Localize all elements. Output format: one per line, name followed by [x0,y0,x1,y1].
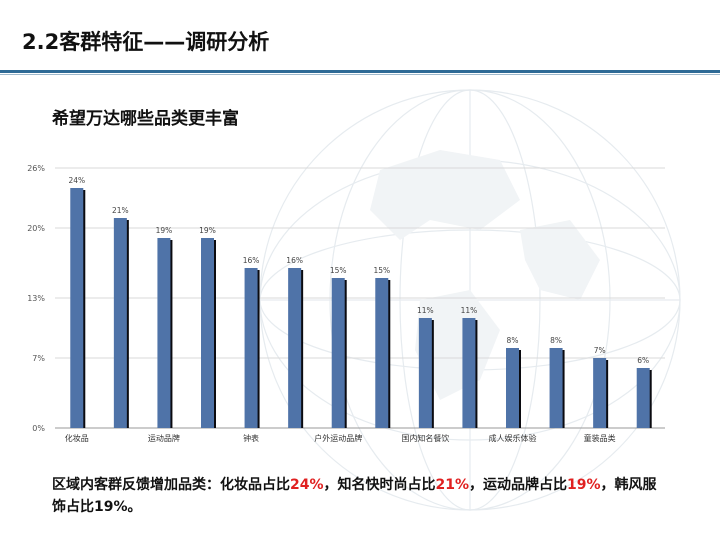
bar [113,218,127,428]
bar [288,268,302,428]
bar [157,238,171,428]
data-label: 19% [199,226,216,235]
x-tick-label: 钟表 [243,433,259,443]
y-tick-label: 20% [27,224,45,233]
bar-chart: 0% 7% 13% 20% 26% 24% 化妆品 21% 19% 运动品牌 19% 16% 钟表 16%… [27,164,665,443]
y-tick-label: 0% [32,424,45,433]
data-label: 19% [156,226,173,235]
bar [201,238,214,428]
data-label: 7% [594,346,606,355]
data-label: 8% [550,336,562,345]
bar [593,358,607,428]
data-label: 11% [461,306,478,315]
y-tick-label: 26% [27,164,45,173]
data-label: 15% [330,266,347,275]
x-tick-label: 童装品类 [584,433,616,443]
data-label: 21% [112,206,129,215]
bar [244,268,258,428]
bar [418,318,432,428]
summary-highlight-1: 24% [290,477,324,493]
summary-part-4: ，韩风服饰占比19%。 [52,477,657,515]
data-label: 16% [286,256,303,265]
summary-part-3: ，运动品牌占比 [469,477,568,493]
data-label: 6% [637,356,649,365]
x-tick-label: 运动品牌 [148,433,180,443]
bar [549,348,563,428]
bar [70,188,84,428]
data-label: 24% [68,176,85,185]
slide-title: 2.2客群特征——调研分析 [22,30,270,54]
data-label: 15% [373,266,390,275]
bar [636,368,650,428]
summary-highlight-3: 19% [567,477,601,493]
summary-part-2: ，知名快时尚占比 [323,477,436,493]
y-tick-label: 7% [32,354,45,363]
x-tick-label: 国内知名餐饮 [401,433,449,443]
bar [462,318,476,428]
chart-subtitle: 希望万达哪些品类更丰富 [52,109,239,129]
bar [506,348,519,428]
summary-part-1: 区域内客群反馈增加品类：化妆品占比 [52,477,290,493]
x-tick-label: 户外运动品牌 [314,433,362,443]
x-tick-label: 成人娱乐体验 [489,433,537,443]
title-divider-thin [0,74,720,75]
bar [331,278,345,428]
data-label: 16% [243,256,260,265]
y-tick-label: 13% [27,294,45,303]
bar [375,278,389,428]
title-divider [0,70,720,73]
data-label: 8% [507,336,519,345]
summary-text: 区域内客群反馈增加品类：化妆品占比24%，知名快时尚占比21%，运动品牌占比19… [52,474,662,518]
summary-highlight-2: 21% [435,477,470,493]
data-label: 11% [417,306,434,315]
x-tick-label: 化妆品 [65,433,89,443]
